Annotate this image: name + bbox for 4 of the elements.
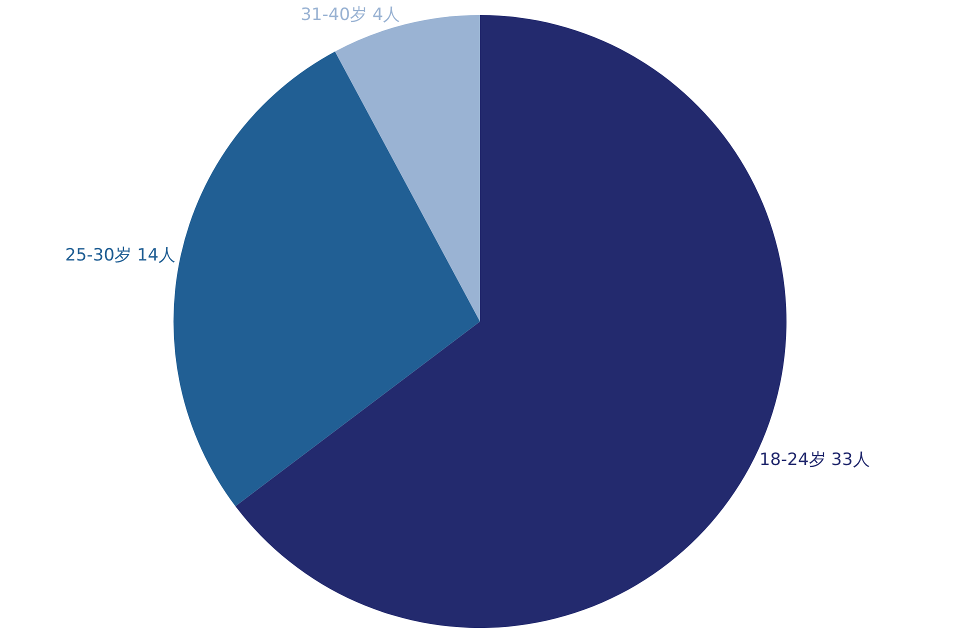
slice-label: 18-24岁 33人 [759, 450, 870, 470]
pie-slice [174, 51, 480, 506]
slice-label: 25-30岁 14人 [65, 245, 176, 266]
slice-label: 31-40岁 4人 [300, 4, 400, 25]
